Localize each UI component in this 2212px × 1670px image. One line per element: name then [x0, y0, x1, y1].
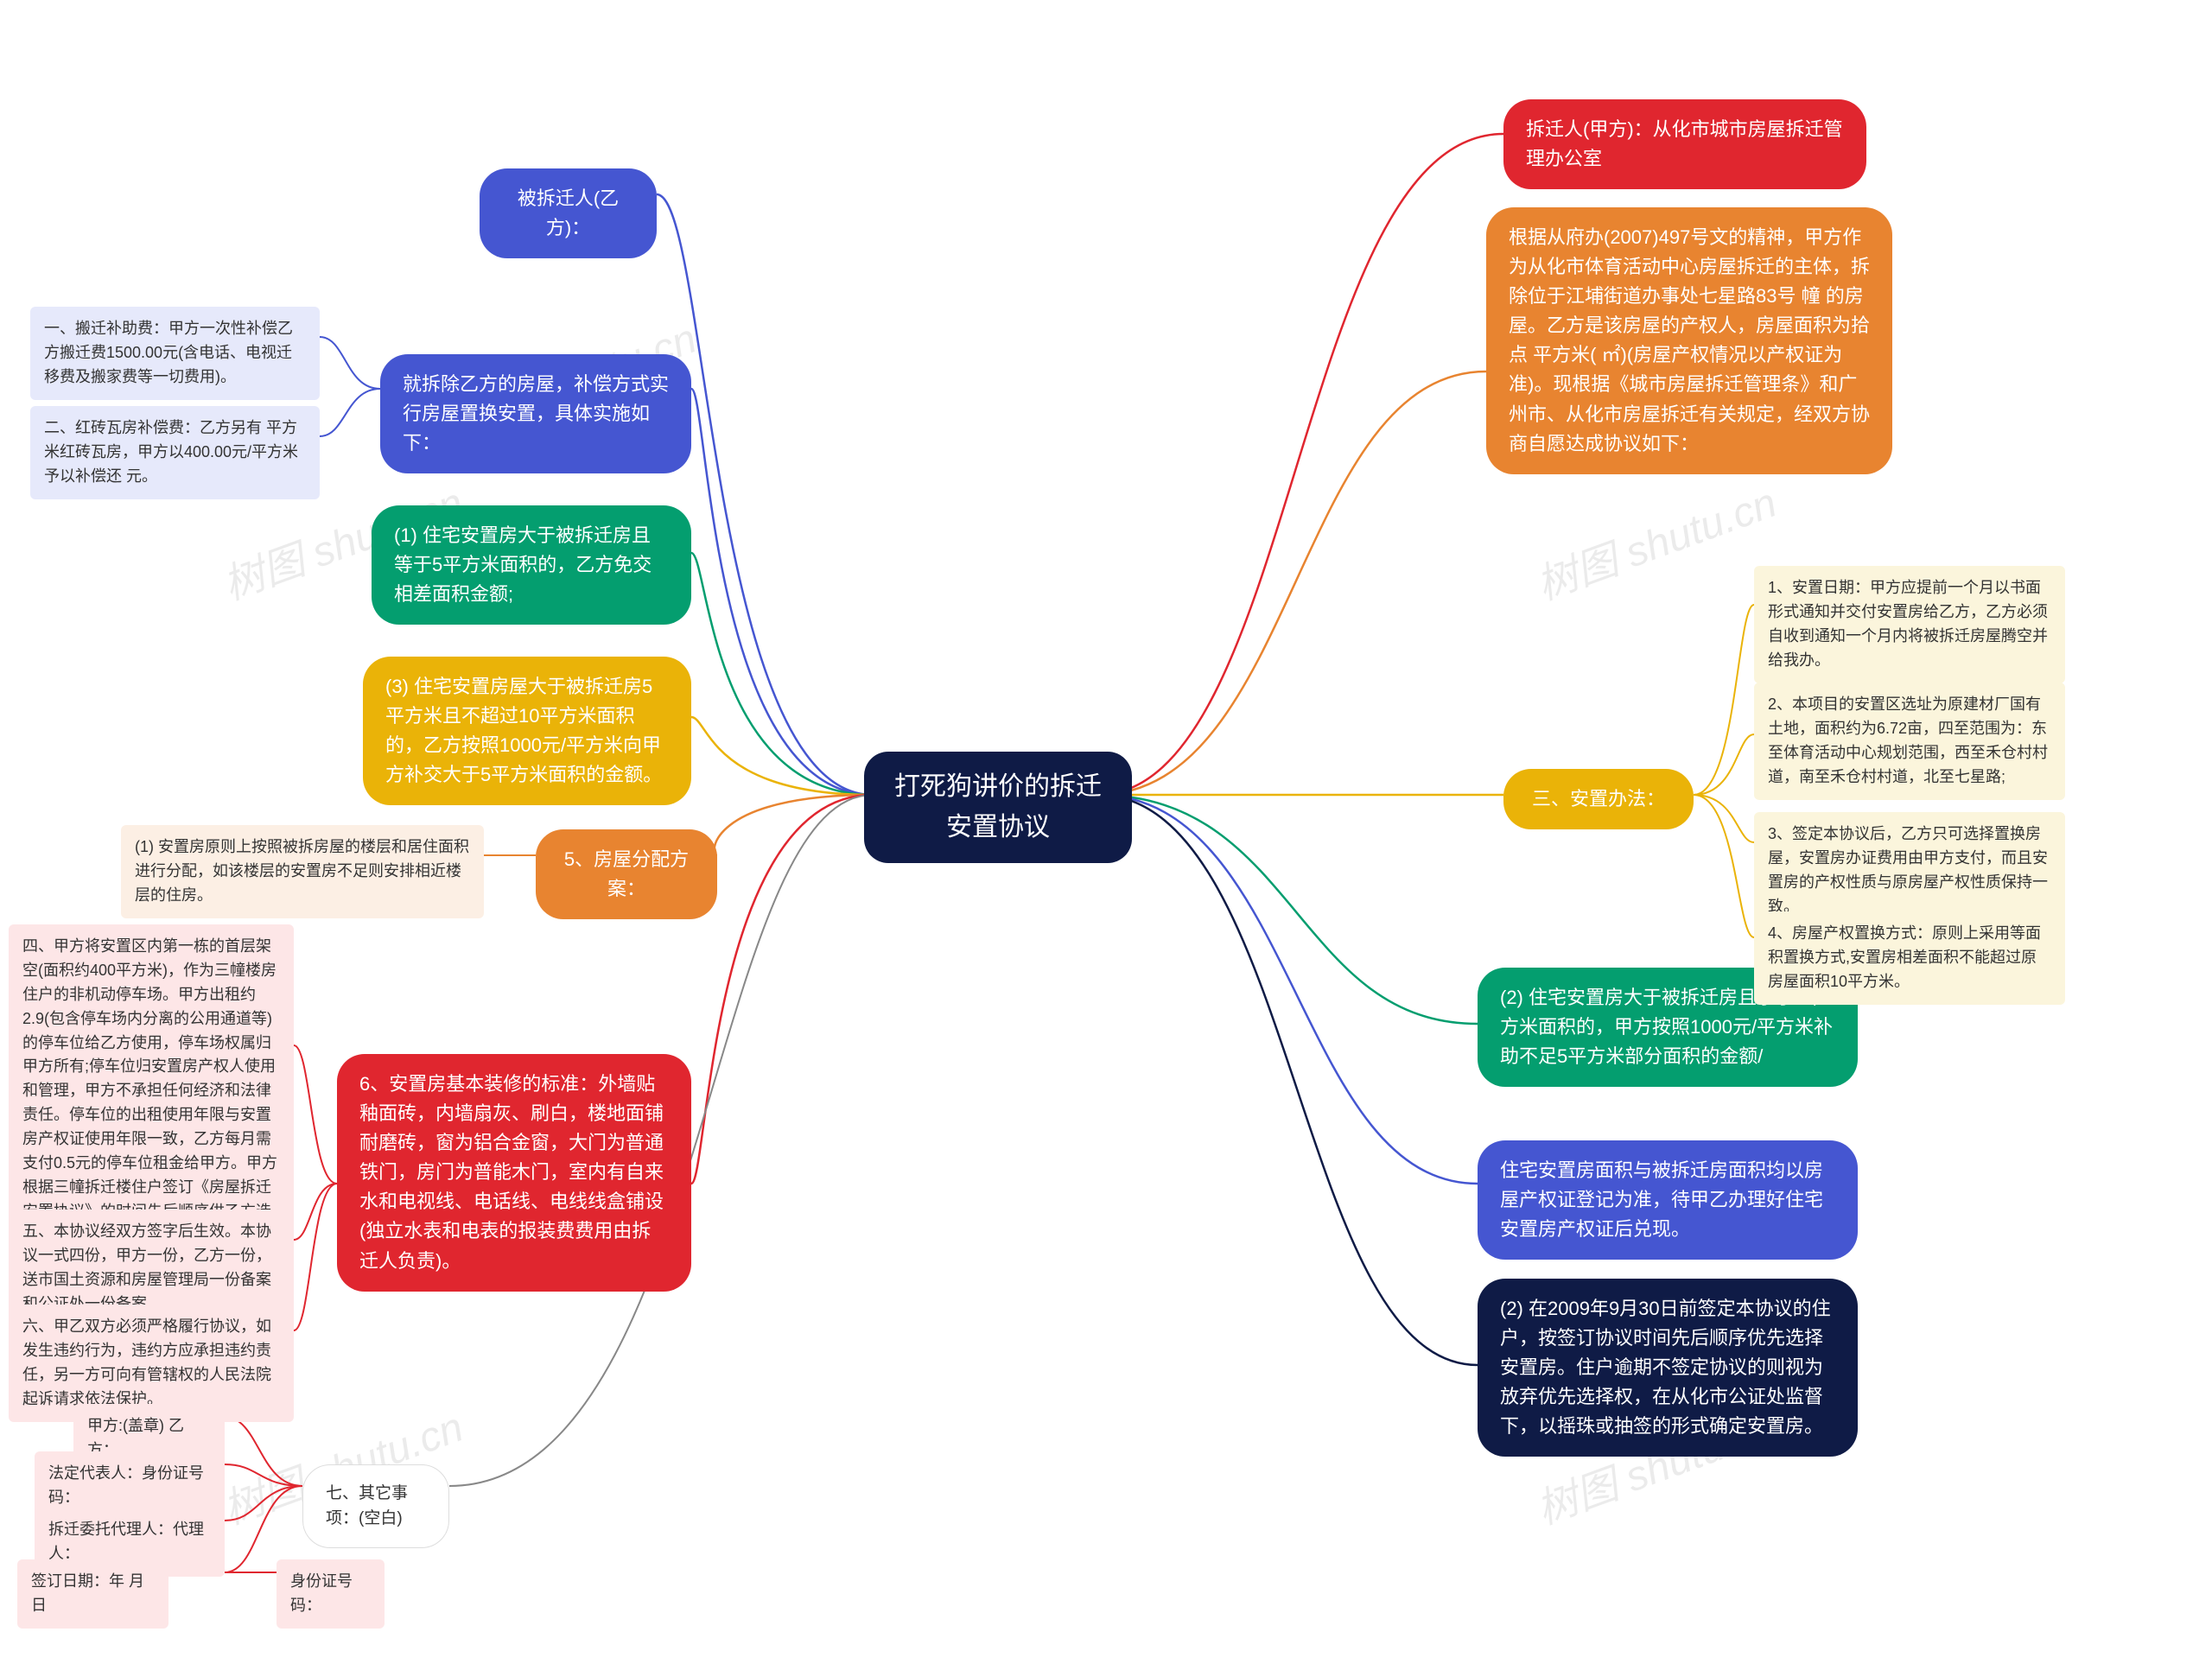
node-yifang: 被拆迁人(乙方)： [480, 168, 657, 258]
leaf-anzhi2: 2、本项目的安置区选址为原建材厂国有土地，面积约为6.72亩，四至范围为：东至体… [1754, 683, 2065, 800]
node-cond1: (1) 住宅安置房大于被拆迁房且等于5平方米面积的，乙方免交相差面积金额; [372, 505, 691, 625]
leaf-anzhi1: 1、安置日期：甲方应提前一个月以书面形式通知并交付安置房给乙方，乙方必须自收到通… [1754, 566, 2065, 683]
leaf-parking: 四、甲方将安置区内第一栋的首层架空(面积约400平方米)，作为三幢楼房住户的非机… [9, 924, 294, 1259]
node-jiafang: 拆迁人(甲方)：从化市城市房屋拆迁管理办公室 [1503, 99, 1866, 189]
leaf-anzhi4: 4、房屋产权置换方式：原则上采用等面积置换方式,安置房相差面积不能超过原房屋面积… [1754, 911, 2065, 1005]
node-zhuzhai: 住宅安置房面积与被拆迁房面积均以房屋产权证登记为准，待甲乙办理好住宅安置房产权证… [1478, 1140, 1858, 1260]
node-sec7: 七、其它事项：(空白) [302, 1464, 449, 1548]
node-genju: 根据从府办(2007)497号文的精神，甲方作为从化市体育活动中心房屋拆迁的主体… [1486, 207, 1892, 474]
center-topic: 打死狗讲价的拆迁安置协议 [864, 752, 1132, 863]
node-sec5: 5、房屋分配方案： [536, 829, 717, 919]
node-cond3: (3) 住宅安置房屋大于被拆迁房5平方米且不超过10平方米面积的，乙方按照100… [363, 657, 691, 805]
watermark: 树图 shutu.cn [1527, 468, 1783, 611]
node-sec3: 三、安置办法： [1503, 769, 1694, 829]
leaf-id: 身份证号码： [276, 1559, 385, 1629]
node-sec6: 6、安置房基本装修的标准：外墙贴釉面砖，内墙扇灰、刷白，楼地面铺耐磨砖，窗为铝合… [337, 1054, 691, 1292]
leaf-date: 签订日期：年 月 日 [17, 1559, 168, 1629]
leaf-distribute: (1) 安置房原则上按照被拆房屋的楼层和居住面积进行分配，如该楼层的安置房不足则… [121, 825, 484, 918]
node-chaichu: 就拆除乙方的房屋，补偿方式实行房屋置换安置，具体实施如下： [380, 354, 691, 473]
leaf-brick-fee: 二、红砖瓦房补偿费：乙方另有 平方米红砖瓦房，甲方以400.00元/平方米予以补… [30, 406, 320, 499]
leaf-move-fee: 一、搬迁补助费：甲方一次性补偿乙方搬迁费1500.00元(含电话、电视迁移费及搬… [30, 307, 320, 400]
node-cond2b: (2) 在2009年9月30日前签定本协议的住户，按签订协议时间先后顺序优先选择… [1478, 1279, 1858, 1457]
